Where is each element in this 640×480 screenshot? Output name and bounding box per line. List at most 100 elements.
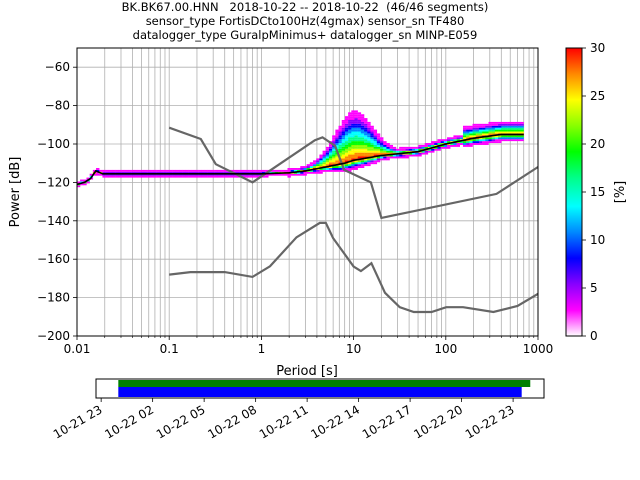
density-cell xyxy=(360,156,365,159)
density-cell xyxy=(475,143,480,145)
density-cell xyxy=(373,133,378,136)
density-cell xyxy=(140,175,145,178)
density-cell xyxy=(249,173,253,176)
density-cell xyxy=(338,131,342,134)
density-cell xyxy=(83,179,87,182)
density-cell xyxy=(344,135,349,138)
density-cell xyxy=(348,114,352,117)
density-cell xyxy=(462,135,467,138)
density-cell xyxy=(281,173,285,176)
density-cell xyxy=(341,131,346,134)
density-cell xyxy=(96,173,100,176)
density-cell xyxy=(118,175,122,178)
density-cell xyxy=(453,137,457,140)
density-cell xyxy=(376,152,381,155)
density-cell xyxy=(418,148,422,151)
density-cell xyxy=(185,169,189,172)
density-cell xyxy=(456,137,461,140)
density-cell xyxy=(411,152,416,155)
density-cell xyxy=(466,144,470,147)
series-lines xyxy=(77,126,538,314)
timeline-tick-label: 10-22 11 xyxy=(257,402,311,441)
density-cell xyxy=(143,173,148,176)
density-cell xyxy=(501,121,505,124)
density-cell xyxy=(246,171,250,174)
density-cell xyxy=(175,169,180,172)
density-cell xyxy=(462,133,467,136)
density-cell xyxy=(360,133,365,136)
density-cell xyxy=(316,158,320,161)
density-cell xyxy=(478,139,483,142)
density-cell xyxy=(344,160,349,163)
density-cell xyxy=(466,133,470,136)
density-cell xyxy=(348,116,352,119)
density-cell xyxy=(517,131,521,134)
density-cell xyxy=(360,137,365,140)
density-cell xyxy=(344,144,349,147)
density-cell xyxy=(475,135,480,138)
density-cell xyxy=(367,143,371,145)
density-cell xyxy=(360,127,365,130)
density-cell xyxy=(127,171,132,174)
colorbar: 0 5 10 15 20 25 30 [%] xyxy=(565,41,628,343)
density-cell xyxy=(344,133,349,136)
density-cell xyxy=(507,137,512,140)
x-tick-label: 0.01 xyxy=(64,342,91,356)
density-cell xyxy=(341,152,346,155)
density-cell xyxy=(348,137,352,140)
density-cell xyxy=(121,171,125,174)
density-cell xyxy=(341,146,346,149)
density-cell xyxy=(335,162,339,165)
density-cell xyxy=(341,123,346,126)
density-cell xyxy=(462,143,467,145)
density-cell xyxy=(514,135,518,138)
density-cell xyxy=(92,169,97,172)
density-cell xyxy=(226,175,231,178)
density-cell xyxy=(370,152,374,155)
density-cell xyxy=(437,141,441,144)
density-cell xyxy=(514,129,518,132)
density-cell xyxy=(338,141,342,144)
density-cell xyxy=(440,146,445,149)
density-cell xyxy=(364,158,368,161)
density-cell xyxy=(376,146,381,149)
density-cell xyxy=(364,150,368,153)
density-cell xyxy=(437,148,441,151)
density-cell xyxy=(373,156,378,159)
density-cell xyxy=(472,135,476,138)
density-cell xyxy=(370,137,374,140)
density-cell xyxy=(462,125,467,128)
density-cell xyxy=(344,166,349,168)
density-cell xyxy=(469,135,473,138)
density-cell xyxy=(360,150,365,153)
density-cell xyxy=(367,139,371,142)
density-cell xyxy=(322,164,326,167)
density-cell xyxy=(341,150,346,153)
density-cell xyxy=(316,171,320,174)
density-cell xyxy=(236,175,240,178)
density-cell xyxy=(443,139,448,142)
density-cell xyxy=(220,175,224,178)
density-cell xyxy=(191,175,196,178)
density-cell xyxy=(223,173,228,176)
density-cell xyxy=(443,144,448,147)
density-cell xyxy=(332,160,336,163)
density-cell xyxy=(115,175,119,178)
density-cell xyxy=(402,146,406,149)
density-cell xyxy=(415,146,419,149)
density-cell xyxy=(360,129,365,132)
density-cell xyxy=(504,131,508,134)
density-cell xyxy=(376,139,381,142)
density-cell xyxy=(360,160,365,163)
density-cell xyxy=(140,173,145,176)
density-cell xyxy=(351,146,355,149)
density-cell xyxy=(338,150,342,153)
density-cell xyxy=(147,169,151,172)
density-cell xyxy=(367,141,371,144)
density-cell xyxy=(214,169,218,172)
density-cell xyxy=(287,175,291,178)
density-cell xyxy=(498,129,502,132)
density-cell xyxy=(357,148,362,151)
density-cell xyxy=(402,150,406,153)
density-cell xyxy=(357,146,362,149)
